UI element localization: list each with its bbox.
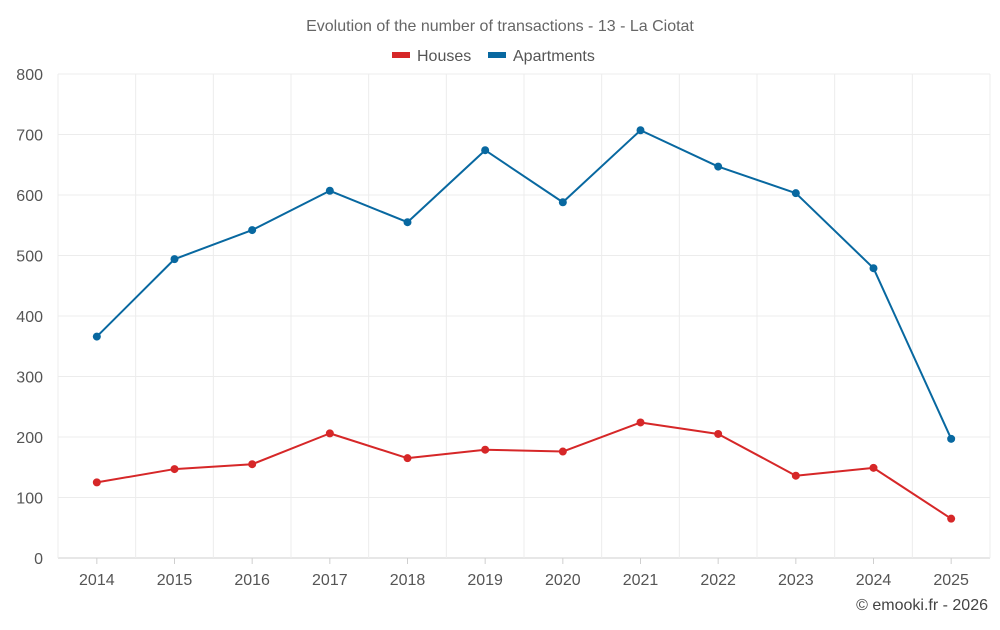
data-point-houses[interactable] xyxy=(92,478,101,487)
series-line-houses xyxy=(96,421,952,520)
x-tick-label: 2024 xyxy=(856,572,892,589)
data-point-apartments[interactable] xyxy=(947,434,956,443)
data-point-houses[interactable] xyxy=(325,429,334,438)
series-line-apartments xyxy=(96,129,953,440)
y-tick-label: 0 xyxy=(34,551,43,568)
x-tick-label: 2019 xyxy=(467,572,503,589)
data-point-apartments[interactable] xyxy=(248,226,257,235)
x-tick-label: 2015 xyxy=(157,572,193,589)
x-tick-label: 2020 xyxy=(545,572,581,589)
grid xyxy=(57,73,991,559)
legend-item-houses[interactable]: Houses xyxy=(392,48,471,65)
data-point-houses[interactable] xyxy=(636,418,645,427)
data-point-apartments[interactable] xyxy=(869,264,878,273)
y-tick-label: 200 xyxy=(16,430,43,447)
y-tick-label: 700 xyxy=(16,128,43,145)
x-tick-label: 2018 xyxy=(390,572,426,589)
x-axis-ticks: 2014 2015 2016 2017 2018 2019 2020 2021 2022 2023… xyxy=(79,558,969,589)
chart-title: Evolution of the number of transactions … xyxy=(306,18,694,35)
x-tick-label: 2016 xyxy=(234,572,270,589)
data-point-houses[interactable] xyxy=(403,454,412,463)
series xyxy=(92,126,956,523)
data-point-apartments[interactable] xyxy=(714,162,723,171)
legend-label-houses: Houses xyxy=(417,48,471,65)
legend-item-apartments[interactable]: Apartments xyxy=(488,48,595,65)
y-tick-label: 100 xyxy=(16,491,43,508)
data-point-houses[interactable] xyxy=(869,463,878,472)
y-tick-label: 500 xyxy=(16,249,43,266)
data-point-houses[interactable] xyxy=(248,460,257,469)
x-tick-label: 2025 xyxy=(933,572,969,589)
data-point-houses[interactable] xyxy=(170,465,179,474)
data-point-apartments[interactable] xyxy=(481,146,490,155)
legend-swatch-apartments xyxy=(488,52,506,58)
data-point-apartments[interactable] xyxy=(170,255,179,264)
legend: Houses Apartments xyxy=(392,48,595,65)
y-tick-label: 600 xyxy=(16,188,43,205)
legend-label-apartments: Apartments xyxy=(513,48,595,65)
data-point-apartments[interactable] xyxy=(325,186,334,195)
x-tick-label: 2017 xyxy=(312,572,348,589)
data-point-apartments[interactable] xyxy=(92,332,101,341)
series-apartments xyxy=(92,126,956,443)
x-tick-label: 2014 xyxy=(79,572,115,589)
data-point-houses[interactable] xyxy=(558,447,567,456)
y-tick-label: 300 xyxy=(16,370,43,387)
x-tick-label: 2022 xyxy=(700,572,736,589)
series-houses xyxy=(92,418,956,523)
data-point-houses[interactable] xyxy=(714,429,723,438)
data-point-apartments[interactable] xyxy=(403,218,412,227)
data-point-apartments[interactable] xyxy=(636,126,645,135)
data-point-apartments[interactable] xyxy=(791,189,800,198)
data-point-houses[interactable] xyxy=(947,514,956,523)
data-point-houses[interactable] xyxy=(791,471,800,480)
y-tick-label: 800 xyxy=(16,67,43,84)
y-tick-label: 400 xyxy=(16,309,43,326)
data-point-houses[interactable] xyxy=(481,445,490,454)
x-tick-label: 2023 xyxy=(778,572,814,589)
legend-swatch-houses xyxy=(392,52,410,58)
x-tick-label: 2021 xyxy=(623,572,659,589)
data-point-apartments[interactable] xyxy=(558,198,567,207)
credit-text: © emooki.fr - 2026 xyxy=(856,597,988,614)
y-axis-ticks: 0 100 200 300 400 500 600 700 800 xyxy=(16,67,43,568)
